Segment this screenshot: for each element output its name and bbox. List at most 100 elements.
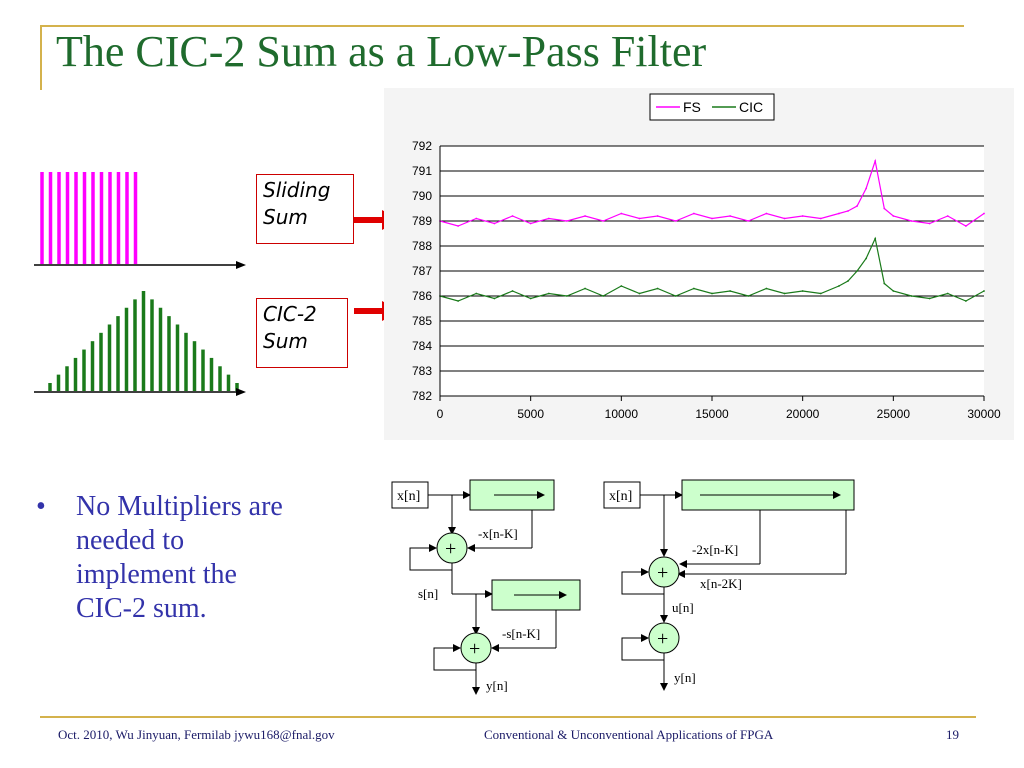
- y-tick-label: 792: [412, 139, 432, 153]
- chart-legend: FS CIC: [649, 93, 775, 121]
- title-frame-left-line: [40, 25, 42, 90]
- legend-cic-label: CIC: [739, 99, 763, 115]
- series-point-cic: [928, 297, 931, 300]
- chart-series: [439, 158, 985, 302]
- series-point-cic: [874, 237, 877, 240]
- impulse-response-plots: [34, 172, 246, 396]
- y-tick-label: 783: [412, 364, 432, 378]
- sliding-sum-label: Sliding Sum: [256, 174, 354, 244]
- y-tick-label: 787: [412, 264, 432, 278]
- series-point-fs: [729, 215, 732, 217]
- left-adder-1-plus: +: [445, 538, 456, 560]
- y-tick-label: 790: [412, 189, 432, 203]
- cic2-impulse-bars: [48, 291, 239, 391]
- series-point-fs: [692, 212, 695, 215]
- x-tick-label: 0: [437, 407, 444, 421]
- series-point-cic: [983, 290, 985, 292]
- series-point-fs: [765, 212, 768, 215]
- series-point-cic: [584, 287, 586, 290]
- right-tap-2-label: x[n-2K]: [700, 576, 742, 591]
- left-delay-2-tap-label: -s[n-K]: [502, 626, 540, 641]
- series-point-fs: [838, 212, 840, 215]
- series-point-fs: [928, 222, 931, 225]
- right-input-box: [603, 481, 641, 509]
- series-point-fs: [638, 217, 641, 220]
- series-point-fs: [865, 187, 868, 190]
- right-input-label: x[n]: [609, 489, 632, 504]
- series-point-cic: [765, 287, 768, 290]
- y-tick-label: 782: [412, 389, 432, 403]
- x-tick-label: 15000: [695, 407, 729, 421]
- right-output-label: y[n]: [674, 670, 696, 685]
- series-point-fs: [819, 217, 822, 220]
- right-u-label: u[n]: [672, 600, 694, 615]
- title-frame-top-line: [40, 25, 964, 27]
- y-axis-ticks: 782 783 784 785 786 787 788 789 790 791 792: [412, 139, 432, 403]
- series-point-fs: [801, 215, 804, 217]
- series-point-fs: [964, 225, 967, 227]
- series-point-cic: [856, 270, 858, 272]
- left-input-box: [391, 481, 429, 509]
- y-tick-label: 786: [412, 289, 432, 303]
- sliding-sum-impulse-bars: [40, 172, 138, 264]
- series-point-fs: [711, 217, 713, 220]
- x-tick-label: 5000: [517, 407, 544, 421]
- series-point-cic: [964, 300, 967, 302]
- series-point-cic: [602, 295, 605, 297]
- footer-course-title: Conventional & Unconventional Applicatio…: [484, 727, 774, 742]
- left-adder-2-plus: +: [469, 638, 480, 660]
- right-adder-2-plus: +: [657, 628, 668, 650]
- y-tick-label: 785: [412, 314, 432, 328]
- series-line-cic: [439, 236, 985, 302]
- footer-author: Oct. 2010, Wu Jinyuan, Fermilab jywu168@…: [58, 727, 335, 742]
- series-point-fs: [457, 225, 460, 227]
- series-point-fs: [602, 220, 605, 222]
- series-point-fs: [892, 215, 895, 217]
- series-point-fs: [620, 212, 623, 215]
- series-point-fs: [856, 205, 858, 207]
- series-point-fs: [946, 215, 949, 217]
- series-point-cic: [783, 292, 786, 295]
- series-point-cic: [729, 290, 732, 292]
- legend-fs-label: FS: [683, 99, 701, 115]
- y-tick-label: 791: [412, 164, 432, 178]
- y-tick-label: 788: [412, 239, 432, 253]
- right-adder-1-plus: +: [657, 562, 668, 584]
- slide-title: The CIC-2 Sum as a Low-Pass Filter: [56, 27, 707, 76]
- series-point-cic: [529, 297, 532, 300]
- series-point-cic: [620, 285, 623, 287]
- bullet-text: No Multipliers are needed to implement t…: [76, 491, 283, 624]
- series-point-cic: [674, 295, 677, 297]
- series-point-cic: [838, 285, 840, 287]
- series-point-cic: [638, 292, 641, 295]
- series-point-fs: [983, 212, 985, 215]
- series-point-cic: [711, 292, 713, 295]
- series-point-cic: [819, 292, 822, 295]
- series-point-fs: [584, 215, 586, 217]
- series-point-fs: [783, 217, 786, 220]
- cic2-combined-diagram: x[n] -2x[n-K] x[n-2K] + u[n] + y[n]: [603, 479, 855, 691]
- series-point-cic: [847, 280, 849, 282]
- footer-divider-line: [40, 716, 976, 718]
- series-point-cic: [946, 292, 949, 295]
- series-point-fs: [874, 160, 877, 162]
- series-point-cic: [511, 290, 514, 292]
- series-point-cic: [883, 282, 886, 285]
- x-axis-ticks: 0 5000 10000 15000 20000 25000 30000: [437, 396, 1001, 421]
- left-output-label: y[n]: [486, 678, 508, 693]
- x-tick-label: 25000: [877, 407, 911, 421]
- series-point-fs: [656, 215, 659, 217]
- series-point-cic: [801, 290, 804, 292]
- series-point-fs: [493, 222, 496, 225]
- right-tap-1-label: -2x[n-K]: [692, 542, 738, 557]
- x-tick-label: 10000: [605, 407, 639, 421]
- series-point-cic: [566, 295, 568, 297]
- cic2-sum-label: CIC-2 Sum: [256, 298, 348, 368]
- series-point-fs: [547, 217, 550, 220]
- series-point-cic: [692, 287, 695, 290]
- series-point-fs: [883, 207, 886, 210]
- cic2-axis-arrowhead: [236, 388, 246, 396]
- series-point-cic: [656, 287, 659, 290]
- series-point-fs: [566, 220, 568, 222]
- series-point-cic: [475, 292, 478, 295]
